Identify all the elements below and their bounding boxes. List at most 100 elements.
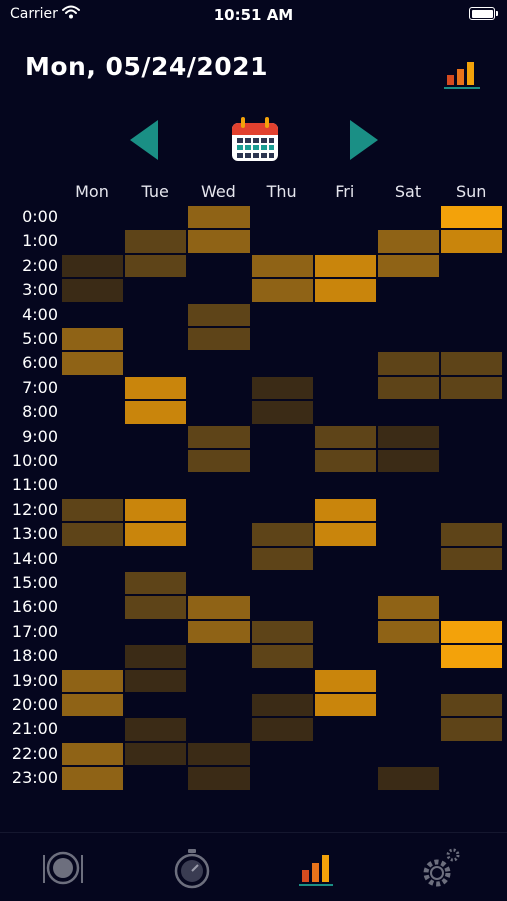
heatmap-cell[interactable] <box>61 327 125 352</box>
heatmap-cell[interactable] <box>377 766 441 791</box>
heatmap-cell[interactable] <box>313 668 377 693</box>
day-header-mon: Mon <box>75 182 109 201</box>
hour-label: 10:00 <box>11 451 58 470</box>
week-navigation <box>0 112 507 162</box>
heatmap-cell[interactable] <box>440 351 504 376</box>
heatmap-cell[interactable] <box>124 595 188 620</box>
heatmap-cell[interactable] <box>124 497 188 523</box>
heatmap-cell[interactable] <box>250 619 314 645</box>
stopwatch-icon[interactable] <box>167 843 217 893</box>
heatmap-cell[interactable] <box>440 693 504 718</box>
bar-chart-icon[interactable] <box>443 55 483 91</box>
bar-chart-icon[interactable] <box>292 843 342 893</box>
heatmap-cell[interactable] <box>124 644 188 669</box>
heatmap-cell[interactable] <box>187 205 251 230</box>
hour-label: 21:00 <box>11 719 58 739</box>
heatmap-cell[interactable] <box>124 253 188 279</box>
heatmap-cell[interactable] <box>377 424 441 449</box>
heatmap-cell[interactable] <box>61 278 125 303</box>
gear-icon[interactable] <box>415 843 465 893</box>
heatmap-cell[interactable] <box>313 278 377 303</box>
day-header-thu: Thu <box>266 182 297 201</box>
heatmap-cell[interactable] <box>124 375 188 401</box>
hour-label: 9:00 <box>22 426 58 446</box>
heatmap-cell[interactable] <box>250 400 314 425</box>
heatmap-cell[interactable] <box>187 619 251 645</box>
heatmap-cell[interactable] <box>124 522 188 547</box>
heatmap-cell[interactable] <box>187 229 251 254</box>
day-header-sun: Sun <box>455 182 487 201</box>
heatmap-cell[interactable] <box>440 717 504 742</box>
heatmap-cell[interactable] <box>187 302 251 327</box>
battery-icon <box>469 7 498 20</box>
heatmap-cell[interactable] <box>377 229 441 254</box>
day-header-wed: Wed <box>200 182 236 201</box>
hour-label: 8:00 <box>22 402 58 422</box>
hour-label: 6:00 <box>22 353 58 373</box>
heatmap-cell[interactable] <box>61 253 125 279</box>
day-header-tue: Tue <box>141 182 169 201</box>
heatmap-cell[interactable] <box>61 741 125 767</box>
heatmap-cell[interactable] <box>124 668 188 693</box>
previous-week-button[interactable] <box>128 118 160 162</box>
heatmap-cell[interactable] <box>61 766 125 791</box>
heatmap-cell[interactable] <box>313 253 377 279</box>
plate-icon[interactable] <box>38 843 88 893</box>
heatmap-cell[interactable] <box>61 497 125 523</box>
heatmap-cell[interactable] <box>440 644 504 669</box>
heatmap-cell[interactable] <box>61 522 125 547</box>
heatmap-cell[interactable] <box>377 595 441 620</box>
heatmap-cell[interactable] <box>250 717 314 742</box>
heatmap-cell[interactable] <box>377 619 441 645</box>
heatmap-cell[interactable] <box>61 351 125 376</box>
heatmap-cell[interactable] <box>124 571 188 596</box>
hour-label: 18:00 <box>11 646 58 666</box>
heatmap-cell[interactable] <box>124 741 188 767</box>
hour-label: 13:00 <box>11 524 58 544</box>
wifi-icon <box>62 5 80 19</box>
heatmap-cell[interactable] <box>187 595 251 620</box>
heatmap-cell[interactable] <box>313 497 377 523</box>
heatmap-cell[interactable] <box>313 693 377 718</box>
next-week-button[interactable] <box>348 118 380 162</box>
heatmap-cell[interactable] <box>250 253 314 279</box>
heatmap-cell[interactable] <box>124 717 188 742</box>
clock: 10:51 AM <box>213 6 294 24</box>
hour-label: 7:00 <box>22 377 58 397</box>
heatmap-cell[interactable] <box>377 375 441 401</box>
page-title: Mon, 05/24/2021 <box>25 52 268 81</box>
heatmap-cell[interactable] <box>250 693 314 718</box>
heatmap-cell[interactable] <box>440 522 504 547</box>
heatmap-cell[interactable] <box>250 375 314 401</box>
heatmap-cell[interactable] <box>440 546 504 571</box>
heatmap-cell[interactable] <box>187 327 251 352</box>
heatmap-cell[interactable] <box>187 766 251 791</box>
heatmap-cell[interactable] <box>440 229 504 254</box>
heatmap-cell[interactable] <box>377 351 441 376</box>
heatmap-cell[interactable] <box>313 424 377 449</box>
heatmap-cell[interactable] <box>187 741 251 767</box>
calendar-icon[interactable] <box>229 115 281 163</box>
heatmap-cell[interactable] <box>377 253 441 279</box>
heatmap-cell[interactable] <box>250 644 314 669</box>
heatmap-cell[interactable] <box>250 278 314 303</box>
heatmap-cell[interactable] <box>187 424 251 449</box>
heatmap-cell[interactable] <box>440 619 504 645</box>
heatmap-cell[interactable] <box>377 449 441 474</box>
heatmap-cell[interactable] <box>124 400 188 425</box>
heatmap-cell[interactable] <box>313 449 377 474</box>
day-header-fri: Fri <box>335 182 355 201</box>
hour-label: 11:00 <box>11 475 58 495</box>
heatmap-cell[interactable] <box>187 449 251 474</box>
status-bar: Carrier 10:51 AM <box>0 0 507 30</box>
heatmap-cell[interactable] <box>313 522 377 547</box>
heatmap-cell[interactable] <box>250 546 314 571</box>
heatmap-cell[interactable] <box>61 693 125 718</box>
heatmap-cell[interactable] <box>440 205 504 230</box>
heatmap-cell[interactable] <box>124 229 188 254</box>
tab-bar <box>0 832 507 901</box>
heatmap-cell[interactable] <box>440 375 504 401</box>
hour-label: 1:00 <box>22 231 58 251</box>
heatmap-cell[interactable] <box>61 668 125 693</box>
heatmap-cell[interactable] <box>250 522 314 547</box>
